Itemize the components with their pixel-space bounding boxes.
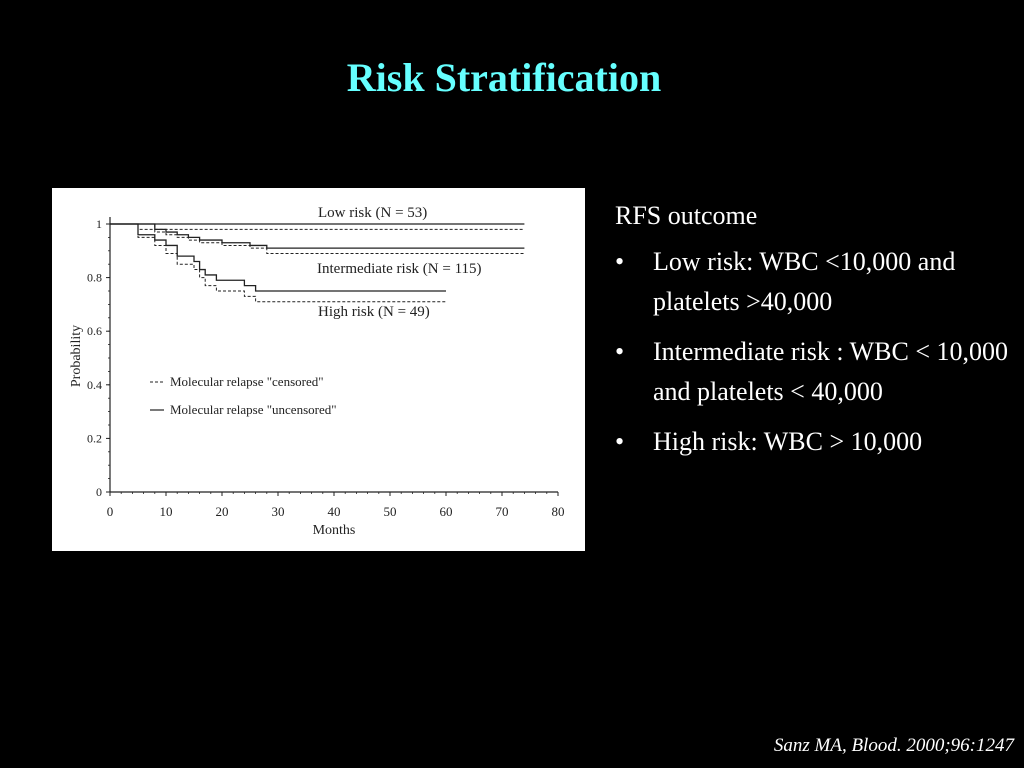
low-risk-text: Low risk: WBC <10,000 and platelets >40,… bbox=[653, 247, 956, 316]
x-tick-label: 0 bbox=[107, 504, 114, 519]
list-item-low-risk: • Low risk: WBC <10,000 and platelets >4… bbox=[615, 242, 1015, 322]
bullet-icon: • bbox=[615, 427, 625, 456]
x-tick-label: 50 bbox=[384, 504, 397, 519]
x-tick-label: 40 bbox=[328, 504, 341, 519]
high-risk-text: High risk: WBC > 10,000 bbox=[653, 427, 923, 456]
y-tick-label: 0.8 bbox=[87, 271, 102, 285]
x-tick-label: 30 bbox=[272, 504, 285, 519]
series-line-low-dashed bbox=[110, 223, 525, 230]
chart-ticks: 0 10 20 30 40 50 60 70 80 0 0.2 0.4 0.6 0.8 1 bbox=[87, 217, 565, 519]
y-tick-label: 0 bbox=[96, 485, 102, 499]
intermediate-risk-text: Intermediate risk : WBC < 10,000 and pla… bbox=[653, 337, 1009, 406]
chart-series bbox=[110, 223, 525, 303]
x-tick-label: 70 bbox=[496, 504, 509, 519]
survival-chart-panel: 0 10 20 30 40 50 60 70 80 0 0.2 0.4 0.6 0.8 1 Months P… bbox=[52, 188, 585, 551]
risk-criteria-list: • Low risk: WBC <10,000 and platelets >4… bbox=[615, 242, 1015, 462]
bullet-icon: • bbox=[615, 247, 625, 276]
x-tick-label: 60 bbox=[440, 504, 453, 519]
annotation-intermediate-risk: Intermediate risk (N = 115) bbox=[317, 261, 482, 277]
y-axis-label: Probability bbox=[69, 325, 84, 387]
rfs-outcome-heading: RFS outcome bbox=[615, 201, 758, 230]
list-item-high-risk: • High risk: WBC > 10,000 bbox=[615, 422, 1015, 462]
legend-label-uncensored: Molecular relapse "uncensored" bbox=[170, 402, 337, 417]
y-tick-label: 0.4 bbox=[87, 378, 102, 392]
annotation-high-risk: High risk (N = 49) bbox=[318, 304, 430, 320]
chart-legend: Molecular relapse "censored" Molecular r… bbox=[150, 374, 337, 417]
y-tick-label: 0.6 bbox=[87, 324, 102, 338]
series-line-intermediate-dashed bbox=[110, 223, 525, 254]
citation: Sanz MA, Blood. 2000;96:1247 bbox=[773, 735, 1014, 756]
x-tick-label: 20 bbox=[216, 504, 229, 519]
x-axis-label: Months bbox=[313, 523, 356, 538]
series-line-high-dashed bbox=[110, 223, 446, 303]
x-tick-label: 80 bbox=[552, 504, 565, 519]
list-item-intermediate-risk: • Intermediate risk : WBC < 10,000 and p… bbox=[615, 332, 1015, 412]
x-tick-label: 10 bbox=[160, 504, 173, 519]
series-line-intermediate-solid bbox=[110, 223, 525, 249]
y-tick-label: 1 bbox=[96, 217, 102, 231]
y-tick-label: 0.2 bbox=[87, 431, 102, 445]
annotation-low-risk: Low risk (N = 53) bbox=[318, 205, 427, 221]
slide-title: Risk Stratification bbox=[346, 55, 662, 100]
survival-chart: 0 10 20 30 40 50 60 70 80 0 0.2 0.4 0.6 0.8 1 Months P… bbox=[69, 205, 565, 538]
series-line-high-solid bbox=[110, 223, 446, 292]
bullet-icon: • bbox=[615, 337, 625, 366]
rfs-outcome-panel: RFS outcome • Low risk: WBC <10,000 and … bbox=[615, 196, 1015, 472]
legend-label-censored: Molecular relapse "censored" bbox=[170, 374, 324, 389]
